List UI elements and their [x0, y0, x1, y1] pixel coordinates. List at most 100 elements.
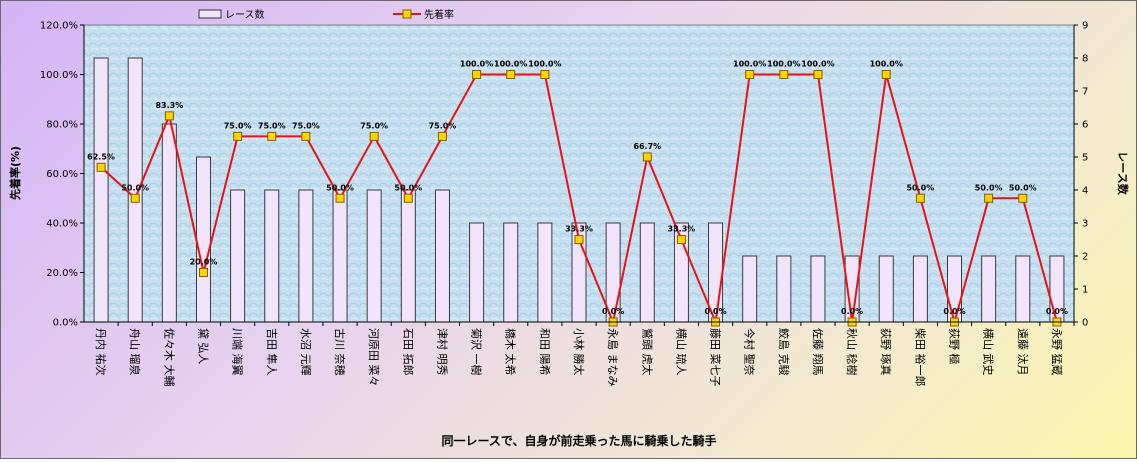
- data-label: 83.3%: [155, 101, 183, 110]
- line-point: [881, 70, 891, 79]
- x-tick-label: 藤田 菜七子: [709, 328, 722, 387]
- data-label: 66.7%: [633, 142, 661, 151]
- y-right-title: レース数: [1116, 151, 1130, 195]
- bar: [195, 156, 211, 323]
- legend-bar-swatch: [198, 9, 222, 19]
- line-point: [267, 131, 277, 141]
- x-tick-label: 佐藤 翔馬: [811, 328, 825, 376]
- bar: [400, 189, 416, 323]
- y-left-tick-label: 0.0%: [53, 318, 78, 329]
- data-label: 50.0%: [1009, 183, 1037, 192]
- y-right-tick-label: 3: [1082, 219, 1088, 230]
- data-label: 100.0%: [733, 60, 766, 69]
- line-point: [164, 111, 174, 121]
- x-tick-label: 横山 琉人: [674, 328, 688, 376]
- x-tick-label: 永野 猛蔵: [1050, 328, 1064, 376]
- x-tick-label: 川端 海翼: [231, 328, 245, 376]
- bar: [469, 222, 485, 323]
- data-label: 100.0%: [528, 60, 561, 69]
- y-right-tick-label: 2: [1082, 252, 1088, 263]
- line-point: [574, 235, 584, 245]
- line-point: [915, 193, 925, 203]
- x-tick-label: 和田 陽希: [538, 328, 552, 376]
- line-point: [745, 70, 755, 79]
- bar: [93, 57, 109, 323]
- y-left-tick-label: 40.0%: [46, 219, 78, 230]
- bar: [230, 189, 246, 323]
- bar: [742, 255, 758, 323]
- line-point: [233, 131, 243, 141]
- line-point: [506, 70, 516, 79]
- line-point: [540, 70, 550, 79]
- line-point: [198, 268, 208, 277]
- line-point: [472, 70, 482, 79]
- y-left-tick-label: 80.0%: [46, 120, 78, 131]
- y-left-tick-label: 120.0%: [40, 21, 78, 32]
- x-tick-label: 小林 勝太: [572, 328, 586, 376]
- line-point: [984, 193, 994, 203]
- bar: [332, 189, 348, 323]
- y-left-tick-label: 60.0%: [46, 169, 78, 180]
- line-point: [676, 235, 686, 245]
- bar: [981, 255, 997, 323]
- x-tick-label: 橋木 太希: [504, 328, 518, 376]
- bar: [810, 255, 826, 323]
- line-point: [779, 70, 789, 79]
- line-point: [403, 193, 413, 203]
- data-label: 100.0%: [494, 60, 527, 69]
- x-tick-label: 河原田 菜々: [367, 328, 380, 387]
- x-tick-label: 菊沢 一樹: [470, 328, 484, 376]
- line-point: [437, 131, 447, 141]
- data-label: 100.0%: [460, 60, 493, 69]
- x-tick-label: 遠藤 汰月: [1016, 328, 1030, 376]
- x-tick-label: 佐々木 大輔: [162, 328, 176, 387]
- y-right-tick-label: 8: [1082, 54, 1088, 65]
- y-right-tick-label: 0: [1082, 318, 1088, 329]
- data-label: 50.0%: [326, 183, 354, 192]
- data-label: 75.0%: [429, 121, 457, 130]
- x-tick-label: 荻野 極: [948, 328, 962, 365]
- data-label: 50.0%: [906, 183, 934, 192]
- line-point: [96, 162, 106, 172]
- bar: [366, 189, 382, 323]
- line-point: [813, 70, 823, 79]
- y-right-tick-label: 5: [1082, 153, 1088, 164]
- data-label: 0.0%: [943, 307, 965, 316]
- data-label: 20.0%: [190, 258, 218, 267]
- data-label: 33.3%: [668, 225, 696, 234]
- data-label: 0.0%: [602, 307, 624, 316]
- y-right-tick-label: 7: [1082, 87, 1088, 98]
- y-right-tick-label: 4: [1082, 186, 1088, 197]
- bar: [161, 123, 177, 323]
- data-label: 0.0%: [1046, 307, 1068, 316]
- legend-line-marker: [402, 9, 412, 19]
- x-tick-label: 柴田 裕一郎: [913, 328, 927, 387]
- x-tick-label: 横山 武史: [982, 328, 996, 376]
- x-tick-label: 荻野 琢真: [879, 328, 893, 376]
- x-tick-label: 秋山 稔樹: [845, 328, 859, 376]
- data-label: 62.5%: [87, 152, 115, 161]
- bar: [1015, 255, 1031, 323]
- data-label: 75.0%: [292, 121, 320, 130]
- data-label: 33.3%: [565, 225, 593, 234]
- x-tick-label: 津村 明秀: [435, 328, 449, 376]
- bar: [878, 255, 894, 323]
- x-tick-label: 吉田 隼人: [265, 328, 279, 376]
- y-right-tick-label: 1: [1082, 285, 1088, 296]
- data-label: 75.0%: [360, 121, 388, 130]
- bar: [776, 255, 792, 323]
- x-tick-label: 丹内 祐次: [94, 328, 108, 376]
- line-point: [301, 131, 311, 141]
- data-label: 75.0%: [224, 121, 252, 130]
- data-label: 100.0%: [767, 60, 800, 69]
- legend-bar-label: レース数: [225, 8, 265, 21]
- x-axis-title: 同一レースで、自身が前走乗った馬に騎乗した騎手: [442, 433, 717, 448]
- legend: レース数 先着率: [198, 8, 454, 21]
- bar: [912, 255, 928, 323]
- bars-layer: [93, 57, 1065, 323]
- axis-layer: 0.0%20.0%40.0%60.0%80.0%100.0%120.0%0123…: [40, 21, 1089, 387]
- y-left-tick-label: 20.0%: [46, 268, 78, 279]
- line-point: [1018, 193, 1028, 203]
- x-tick-label: 舟山 瑠泉: [128, 328, 142, 376]
